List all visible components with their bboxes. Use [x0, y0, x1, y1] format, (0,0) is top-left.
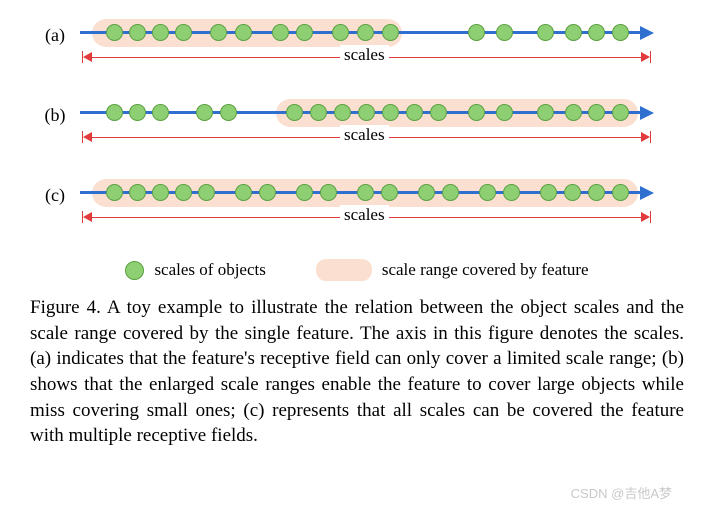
object-scale-dot	[152, 24, 169, 41]
object-scale-dot	[496, 24, 513, 41]
diagram-row: (b) scales	[30, 95, 684, 175]
arrow-right-icon	[640, 26, 654, 40]
object-scale-dot	[152, 184, 169, 201]
object-scale-dot	[175, 24, 192, 41]
object-scale-dot	[537, 104, 554, 121]
scale-label: scales	[340, 125, 389, 145]
object-scale-dot	[468, 104, 485, 121]
object-scale-dot	[152, 104, 169, 121]
object-scale-dot	[468, 24, 485, 41]
arrow-right-icon	[640, 186, 654, 200]
object-scale-dot	[235, 184, 252, 201]
legend: scales of objects scale range covered by…	[0, 259, 714, 281]
diagram-row: (c) scales	[30, 175, 684, 255]
object-scale-dot	[382, 24, 399, 41]
legend-pill-label: scale range covered by feature	[382, 260, 589, 280]
object-scale-dot	[286, 104, 303, 121]
dot-icon	[125, 261, 144, 280]
object-scale-dot	[320, 184, 337, 201]
object-scale-dot	[129, 104, 146, 121]
object-scale-dot	[406, 104, 423, 121]
object-scale-dot	[496, 104, 513, 121]
object-scale-dot	[358, 104, 375, 121]
object-scale-dot	[357, 24, 374, 41]
object-scale-dot	[332, 24, 349, 41]
object-scale-dot	[210, 24, 227, 41]
arrow-left-icon	[83, 212, 92, 222]
arrow-left-icon	[83, 132, 92, 142]
object-scale-dot	[565, 104, 582, 121]
arrow-right-icon	[641, 52, 650, 62]
object-scale-dot	[334, 104, 351, 121]
object-scale-dot	[588, 24, 605, 41]
figure-area: (a) scales (b) scales (c) scales	[0, 0, 714, 255]
object-scale-dot	[235, 24, 252, 41]
object-scale-dot	[296, 184, 313, 201]
object-scale-dot	[430, 104, 447, 121]
object-scale-dot	[588, 184, 605, 201]
figure-caption: Figure 4. A toy example to illustrate th…	[0, 295, 714, 449]
object-scale-dot	[129, 184, 146, 201]
object-scale-dot	[612, 24, 629, 41]
arrow-right-icon	[641, 132, 650, 142]
legend-item-dot: scales of objects	[125, 260, 265, 280]
arrow-left-icon	[83, 52, 92, 62]
object-scale-dot	[106, 24, 123, 41]
watermark: CSDN @吉他A梦	[571, 483, 672, 502]
row-graphic: scales	[80, 95, 684, 175]
pill-icon	[316, 259, 372, 281]
object-scale-dot	[310, 104, 327, 121]
object-scale-dot	[272, 24, 289, 41]
object-scale-dot	[382, 104, 399, 121]
scale-tick	[650, 211, 651, 223]
row-graphic: scales	[80, 175, 684, 255]
object-scale-dot	[442, 184, 459, 201]
object-scale-dot	[220, 104, 237, 121]
object-scale-dot	[479, 184, 496, 201]
object-scale-dot	[588, 104, 605, 121]
object-scale-dot	[537, 24, 554, 41]
object-scale-dot	[259, 184, 276, 201]
arrow-right-icon	[641, 212, 650, 222]
scale-tick	[650, 51, 651, 63]
legend-item-pill: scale range covered by feature	[316, 259, 589, 281]
row-graphic: scales	[80, 15, 684, 95]
object-scale-dot	[418, 184, 435, 201]
object-scale-dot	[612, 104, 629, 121]
row-label: (b)	[30, 95, 80, 126]
legend-dot-label: scales of objects	[154, 260, 265, 280]
object-scale-dot	[612, 184, 629, 201]
object-scale-dot	[357, 184, 374, 201]
diagram-row: (a) scales	[30, 15, 684, 95]
object-scale-dot	[129, 24, 146, 41]
scale-label: scales	[340, 205, 389, 225]
row-label: (a)	[30, 15, 80, 46]
arrow-right-icon	[640, 106, 654, 120]
object-scale-dot	[565, 24, 582, 41]
object-scale-dot	[196, 104, 213, 121]
object-scale-dot	[198, 184, 215, 201]
object-scale-dot	[106, 104, 123, 121]
object-scale-dot	[381, 184, 398, 201]
object-scale-dot	[564, 184, 581, 201]
object-scale-dot	[296, 24, 313, 41]
row-label: (c)	[30, 175, 80, 206]
object-scale-dot	[540, 184, 557, 201]
scale-tick	[650, 131, 651, 143]
object-scale-dot	[106, 184, 123, 201]
object-scale-dot	[175, 184, 192, 201]
object-scale-dot	[503, 184, 520, 201]
scale-label: scales	[340, 45, 389, 65]
